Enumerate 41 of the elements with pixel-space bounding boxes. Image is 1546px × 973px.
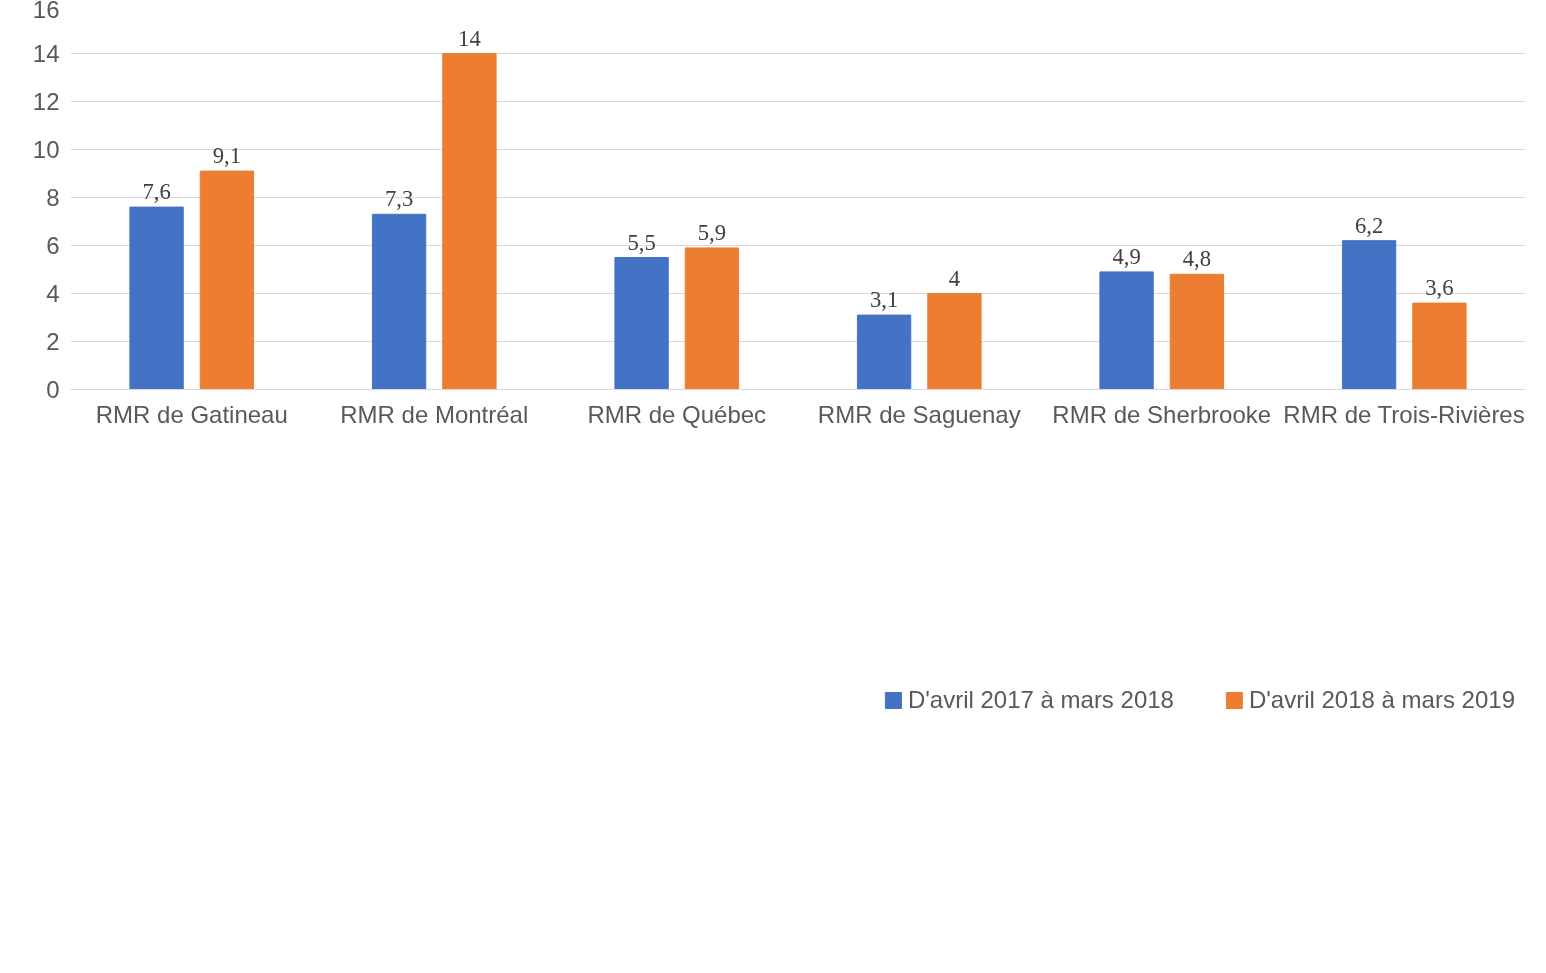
- bar: [1412, 302, 1467, 390]
- bar: [199, 170, 255, 390]
- y-tick-label: 2: [46, 328, 60, 355]
- data-label: 4,8: [1182, 246, 1212, 272]
- y-tick-label: 14: [32, 40, 60, 67]
- bar: [927, 293, 982, 390]
- bar: [684, 247, 740, 390]
- data-label: 7,3: [384, 186, 414, 212]
- x-tick-label: RMR de Sherbrooke: [1052, 400, 1272, 428]
- data-label: 3,6: [1425, 275, 1454, 301]
- data-label: 4: [948, 265, 961, 291]
- x-tick-label: RMR de Québec: [587, 400, 767, 428]
- data-label: 5,5: [627, 229, 656, 255]
- bar: [371, 213, 427, 390]
- y-tick-label: 16: [32, 0, 60, 23]
- x-tick-label: RMR de Gatineau: [95, 400, 288, 428]
- bar: [614, 257, 669, 390]
- bar: [856, 314, 912, 390]
- data-label: 6,2: [1354, 212, 1384, 238]
- data-label: 9,1: [212, 143, 242, 169]
- data-label: 4,9: [1112, 243, 1141, 269]
- data-label: 3,1: [869, 287, 899, 313]
- y-tick-label: 10: [32, 136, 60, 163]
- y-tick-label: 6: [46, 232, 60, 259]
- bar: [129, 206, 184, 390]
- y-tick-label: 0: [46, 376, 60, 403]
- y-tick-label: 8: [46, 184, 60, 211]
- data-label: 7,6: [142, 179, 171, 205]
- x-tick-label: RMR de Trois-Rivières: [1283, 400, 1525, 428]
- x-tick-label: RMR de Saguenay: [817, 400, 1021, 428]
- bar: [1099, 271, 1154, 390]
- y-tick-label: 12: [32, 88, 60, 115]
- legend-label: D'avril 2017 à mars 2018: [907, 686, 1174, 714]
- x-tick-label: RMR de Montréal: [340, 400, 529, 428]
- bar: [1341, 240, 1397, 390]
- data-label: 14: [458, 25, 481, 51]
- bar: [1169, 273, 1225, 390]
- legend-label: D'avril 2018 à mars 2019: [1248, 686, 1515, 714]
- y-tick-label: 4: [46, 280, 60, 307]
- bar: [442, 53, 497, 390]
- data-label: 5,9: [697, 219, 727, 245]
